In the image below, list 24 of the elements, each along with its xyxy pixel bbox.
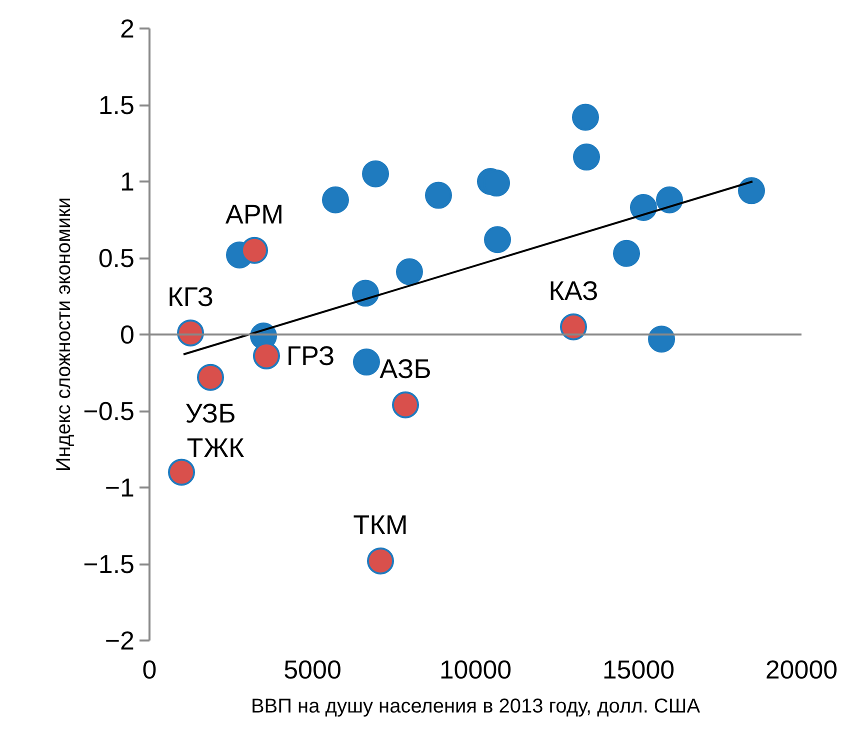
x-tick-label: 15000 bbox=[602, 654, 675, 684]
x-tick-label: 10000 bbox=[439, 654, 512, 684]
annotation: ГРЗ bbox=[286, 340, 335, 371]
x-tick-label: 0 bbox=[142, 654, 157, 684]
annotation: АЗБ bbox=[380, 354, 432, 384]
annotation: УЗБ bbox=[185, 398, 236, 428]
annotation: КГЗ bbox=[167, 282, 214, 312]
y-axis-title: Индекс сложности экономики bbox=[53, 197, 76, 472]
y-tick-label: 0.5 bbox=[98, 243, 135, 273]
annotation: ТЖК bbox=[186, 433, 245, 464]
y-tick-label: −0.5 bbox=[83, 396, 134, 426]
annotation: АРМ bbox=[225, 199, 284, 230]
annotation: КАЗ bbox=[548, 276, 598, 306]
y-tick-label: 2 bbox=[120, 14, 135, 44]
y-tick-label: −1.5 bbox=[83, 549, 134, 579]
y-tick-label: 0 bbox=[120, 320, 135, 350]
y-tick-label: 1 bbox=[120, 166, 135, 196]
annotation: ТКМ bbox=[353, 510, 408, 540]
y-tick-label: −1 bbox=[104, 472, 135, 502]
x-axis-title: ВВП на душу населения в 2013 году, долл. США bbox=[250, 696, 701, 718]
x-tick-label: 5000 bbox=[284, 654, 342, 684]
y-tick-label: 1.5 bbox=[98, 90, 135, 120]
y-tick-label: −2 bbox=[104, 626, 135, 656]
x-tick-label: 20000 bbox=[765, 654, 838, 684]
